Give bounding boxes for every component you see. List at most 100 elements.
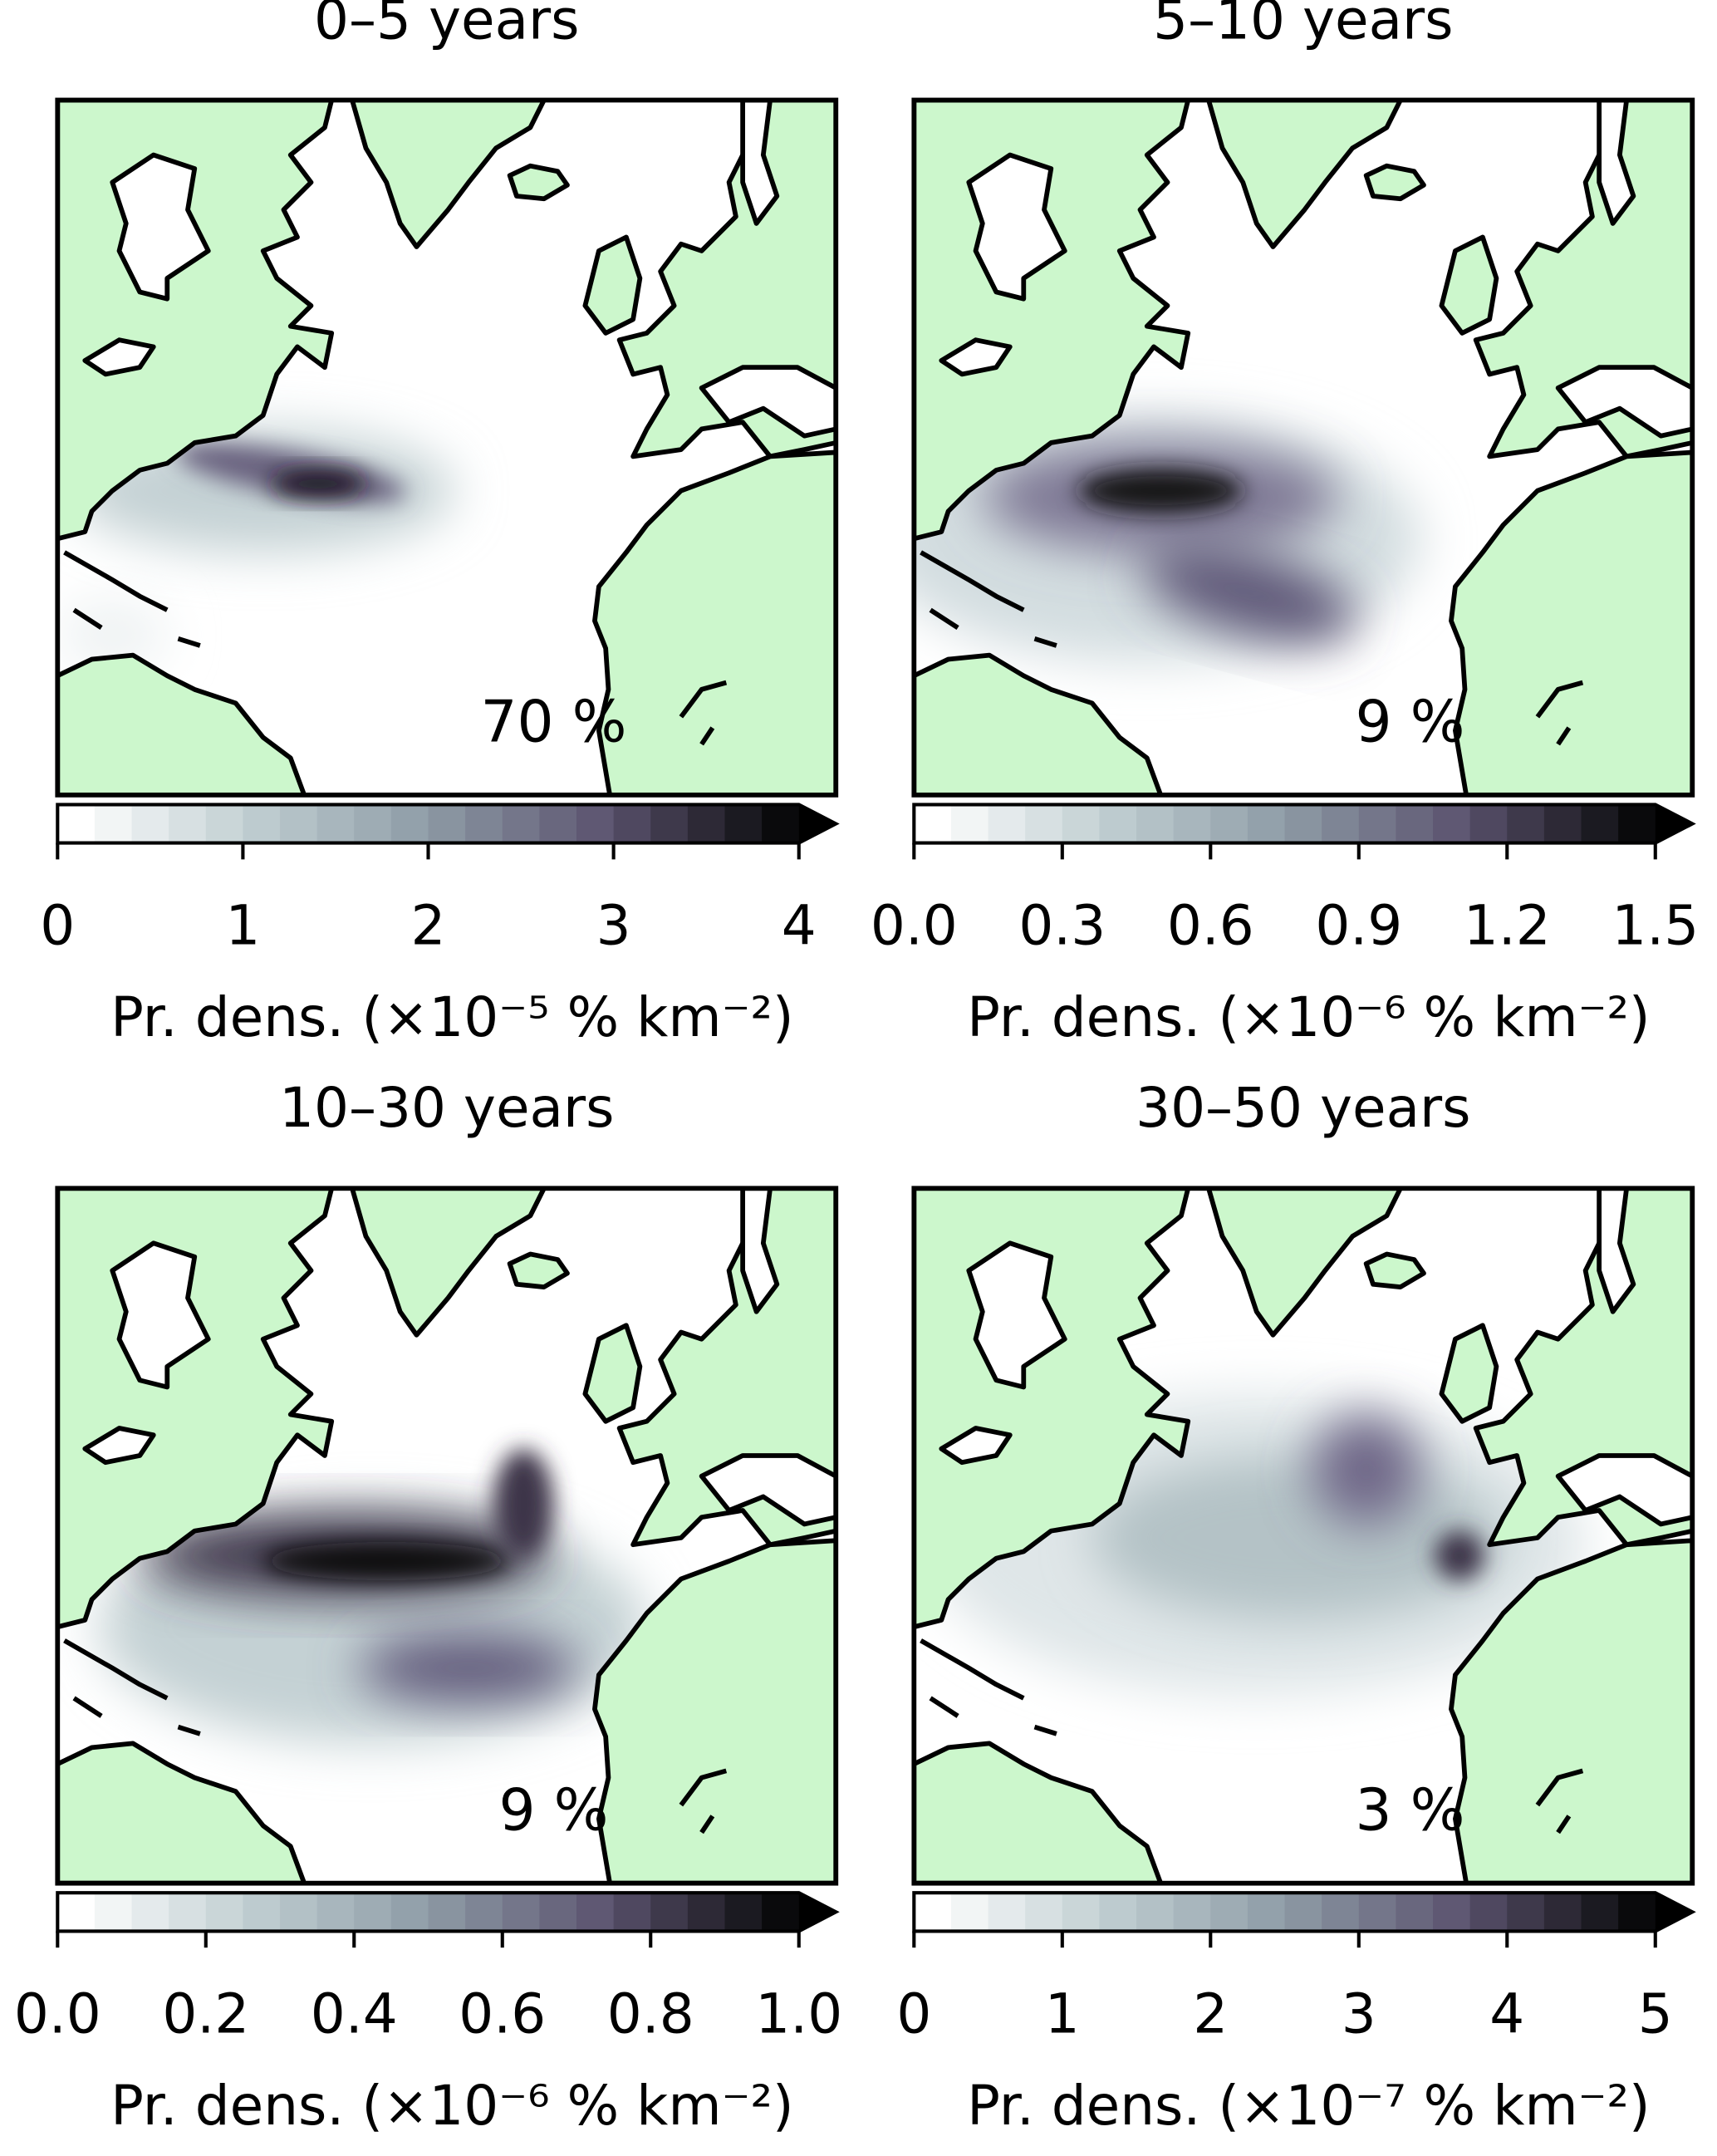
colorbar-extend [798,1893,836,1932]
colorbar-level [280,1893,318,1932]
colorbar-tick-label: 0.9 [1315,894,1402,958]
colorbar-level [316,804,356,843]
colorbar-level [1469,1893,1509,1932]
colorbar-tick-label: 1 [1045,1982,1080,2045]
colorbar-level [1284,804,1322,843]
colorbar-level [1543,1893,1582,1932]
colorbar-level [57,804,96,843]
colorbar-level [1322,804,1360,843]
colorbar-level [57,1893,96,1932]
colorbar-level [539,1893,577,1932]
colorbar-tick-label: 0.3 [1018,894,1106,958]
colorbar-level [1507,804,1545,843]
colorbar-tick-label: 2 [411,894,446,958]
colorbar-level [354,1893,392,1932]
colorbar-tick-label: 1.5 [1612,894,1699,958]
colorbar-level [131,804,169,843]
map: 9 % [55,1186,839,1886]
map-content [914,100,1693,795]
colorbar-level [243,804,281,843]
panel-title: 30–50 years [1136,1076,1470,1140]
colorbar-tick-label: 2 [1193,1982,1228,2045]
colorbar-level [1062,1893,1101,1932]
colorbar-level [914,1893,952,1932]
colorbar-level [1581,804,1619,843]
map: 3 % [911,1186,1695,1886]
colorbar-level [724,804,763,843]
colorbar-tick-label: 1.2 [1464,894,1551,958]
colorbar-level [1469,804,1509,843]
colorbar-level [613,1893,652,1932]
colorbar-level [428,804,466,843]
colorbar-tick-label: 0.4 [311,1982,398,2045]
colorbar-frame [56,1891,840,1933]
colorbar-tick-label: 5 [1638,1982,1673,2045]
map-frame [55,97,839,798]
fraction-label: 70 % [480,690,626,756]
colorbar-level [950,804,989,843]
colorbar-level [687,804,726,843]
colorbar-level [576,804,615,843]
map-frame [55,1186,839,1886]
colorbar-level [1284,1893,1322,1932]
colorbar-level [1618,1893,1656,1932]
colorbar-level [502,804,541,843]
panel-title: 5–10 years [1153,0,1453,52]
colorbar-label: Pr. dens. (×10⁻⁶ % km⁻²) [967,985,1651,1049]
fraction-label: 3 % [1356,1777,1465,1844]
colorbar-level [94,804,133,843]
colorbar-level [169,1893,207,1932]
colorbar-label: Pr. dens. (×10⁻⁵ % km⁻²) [110,985,794,1049]
map-content [57,1188,836,1883]
colorbar-level [1618,804,1656,843]
map-frame [911,1186,1695,1886]
map-frame [911,97,1695,798]
colorbar-level [1396,1893,1434,1932]
colorbar-level [169,804,207,843]
colorbar [912,803,1696,845]
colorbar-tick-label: 3 [596,894,631,958]
colorbar-frame [912,803,1696,845]
colorbar-level [1433,804,1471,843]
colorbar-level [687,1893,726,1932]
colorbar-tick-label: 3 [1342,1982,1376,2045]
colorbar-level [539,804,577,843]
map: 70 % [55,97,839,798]
colorbar-level [1433,1893,1471,1932]
colorbar-level [465,1893,503,1932]
colorbar-level [914,804,952,843]
colorbar-level [280,804,318,843]
colorbar-level [205,804,244,843]
colorbar-level [1173,804,1212,843]
colorbar-tick-label: 0.0 [871,894,958,958]
colorbar-level [131,1893,169,1932]
colorbar-level [316,1893,356,1932]
colorbar-level [1136,804,1175,843]
colorbar-tick-label: 0.8 [607,1982,694,2045]
colorbar-tick-label: 0 [40,894,75,958]
colorbar-tick-label: 4 [1489,1982,1524,2045]
colorbar-tick-label: 0.6 [459,1982,546,2045]
colorbar-tick-label: 0 [896,1982,931,2045]
colorbar-level [950,1893,989,1932]
colorbar-extend [1655,804,1693,843]
colorbar-level [205,1893,244,1932]
colorbar-frame [912,1891,1696,1933]
panel-title: 10–30 years [279,1076,614,1140]
colorbar-frame [56,803,840,845]
colorbar-level [1358,1893,1397,1932]
colorbar-level [1358,804,1397,843]
colorbar-level [94,1893,133,1932]
colorbar-label: Pr. dens. (×10⁻⁶ % km⁻²) [110,2074,794,2138]
colorbar-level [1210,1893,1249,1932]
colorbar-tick-label: 4 [782,894,817,958]
colorbar-tick-label: 0.2 [162,1982,249,2045]
colorbar-level [465,804,503,843]
colorbar-tick-label: 0.0 [14,1982,101,2045]
colorbar-extend [1655,1893,1693,1932]
colorbar-level [1396,804,1434,843]
map: 9 % [911,97,1695,798]
colorbar-level [1099,1893,1137,1932]
